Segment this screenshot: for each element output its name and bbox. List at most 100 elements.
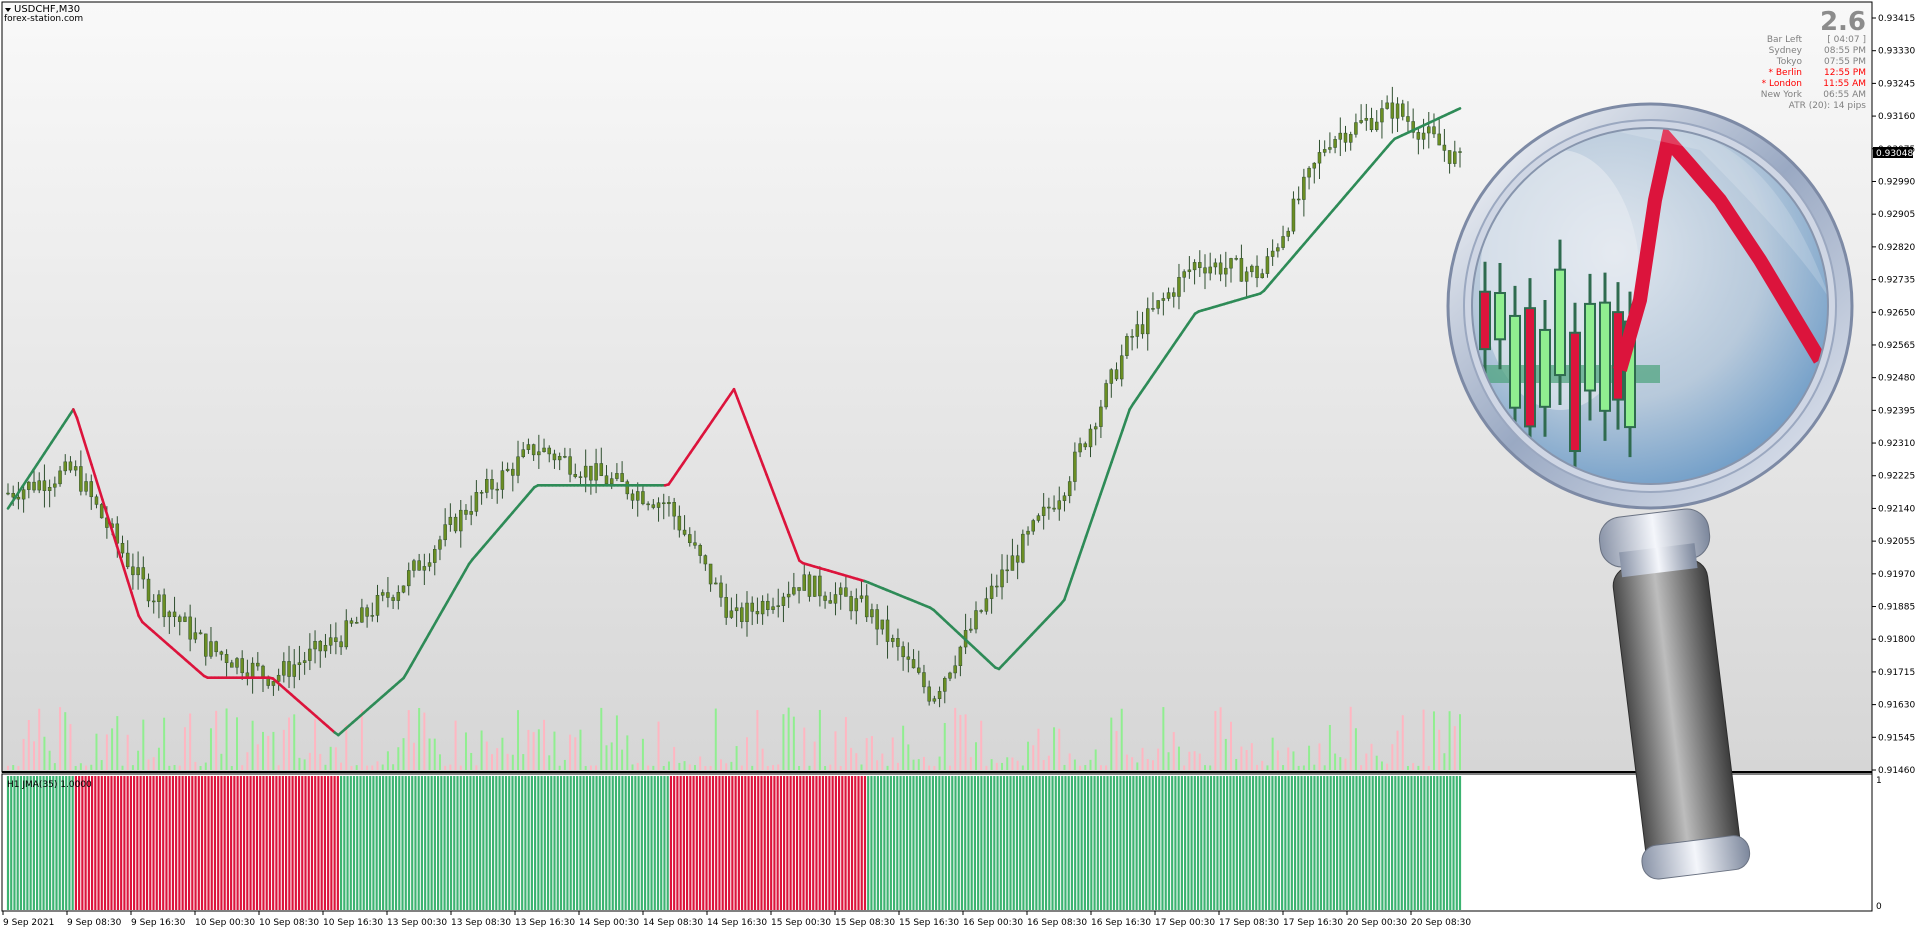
jma-segment [1121, 418, 1128, 432]
candle-body [932, 698, 937, 702]
jma-segment [1124, 408, 1131, 422]
candle-body [521, 449, 525, 457]
candle-body [526, 444, 531, 450]
candle-body [1421, 132, 1426, 140]
candle-body [479, 492, 484, 494]
candle-body [1130, 336, 1134, 338]
price-tick-label: 0.93245 [1878, 79, 1915, 89]
candle-body [1083, 443, 1088, 448]
jma-segment [1095, 492, 1102, 506]
candle-body [646, 503, 650, 506]
candle-body [776, 605, 780, 607]
candle-body [620, 473, 624, 482]
candle-body [42, 480, 47, 491]
candle-body [516, 456, 520, 476]
price-tick-label: 0.92395 [1878, 406, 1915, 416]
time-tick-label: 14 Sep 16:30 [707, 918, 767, 928]
candle-body [1187, 269, 1192, 272]
lens-candle-body [1584, 302, 1596, 392]
candle-body [1203, 267, 1207, 274]
jma-segment [1092, 503, 1099, 517]
candle-body [131, 566, 135, 576]
jma-segment [108, 521, 115, 536]
price-tick-label: 0.92735 [1878, 276, 1915, 286]
candle-body [495, 488, 499, 491]
price-tick-label: 0.91885 [1878, 603, 1915, 613]
time-tick-label: 16 Sep 00:30 [963, 918, 1023, 928]
candle-body [79, 466, 83, 492]
candle-body [328, 637, 333, 646]
candle-body [1307, 167, 1311, 178]
candle-body [537, 451, 541, 456]
lens-candle-body [1494, 292, 1506, 341]
candle-body [401, 585, 406, 593]
jma-segment [1084, 524, 1092, 538]
candle-body [688, 534, 692, 543]
candle-body [422, 566, 427, 571]
info-row-value: 08:55 PM [1824, 46, 1866, 56]
watermark: forex-station.com [4, 14, 83, 24]
candle-body [1281, 236, 1285, 248]
candle-body [1354, 122, 1358, 135]
current-price-label: 0.93048 [1876, 149, 1913, 159]
candle-body [1260, 273, 1264, 279]
candle-body [583, 465, 588, 478]
jma-segment [115, 544, 122, 559]
candle-body [802, 574, 807, 591]
jma-segment [1073, 556, 1081, 570]
candle-body [1047, 506, 1051, 509]
price-tick-label: 0.92565 [1878, 341, 1915, 351]
candle-body [256, 662, 260, 667]
candle-body [1151, 308, 1155, 310]
candle-body [1359, 120, 1363, 123]
price-axis: 0.934150.933300.932450.931600.930750.929… [1872, 14, 1915, 776]
candle-body [890, 638, 895, 642]
candle-body [490, 479, 494, 490]
candle-body [485, 479, 489, 493]
candle-body [547, 447, 551, 455]
candle-body [729, 610, 734, 618]
candle-body [427, 562, 432, 567]
candle-body [1374, 121, 1379, 131]
candle-body [1291, 198, 1296, 232]
candle-body [557, 456, 562, 461]
candle-body [1276, 247, 1280, 252]
candle-body [1192, 262, 1197, 271]
symbol-title: USDCHF,M30 [14, 4, 80, 15]
jma-segment [794, 549, 801, 562]
dropdown-triangle-icon[interactable] [5, 8, 11, 12]
candle-body [740, 607, 744, 622]
jma-segment [758, 454, 765, 467]
candle-body [833, 594, 838, 604]
candle-body [183, 616, 187, 622]
candle-body [151, 600, 156, 603]
candle-body [1453, 151, 1457, 164]
candle-body [370, 615, 375, 617]
candle-body [438, 539, 442, 550]
candle-body [781, 596, 786, 606]
candle-body [16, 496, 21, 500]
jma-segment [79, 428, 86, 443]
price-tick-label: 0.92310 [1878, 439, 1915, 449]
candle-body [58, 470, 62, 485]
candle-body [68, 461, 73, 471]
jma-segment [783, 521, 790, 534]
info-row-value: 06:55 AM [1823, 90, 1866, 100]
jma-segment [1099, 482, 1106, 496]
candle-body [323, 645, 328, 652]
candle-body [1328, 147, 1332, 150]
candle-body [1052, 507, 1056, 510]
candle-body [1416, 132, 1421, 140]
price-tick-label: 0.91545 [1878, 733, 1915, 743]
time-tick-label: 10 Sep 08:30 [259, 918, 319, 928]
candle-body [734, 607, 739, 612]
candle-body [375, 595, 380, 616]
time-tick-label: 9 Sep 2021 [3, 918, 54, 928]
candle-body [1265, 256, 1270, 274]
spread-value: 2.6 [1820, 7, 1866, 37]
candle-body [230, 662, 234, 668]
candle-body [1432, 126, 1436, 135]
candle-body [864, 595, 869, 618]
candle-body [136, 567, 140, 576]
time-tick-label: 17 Sep 16:30 [1283, 918, 1343, 928]
